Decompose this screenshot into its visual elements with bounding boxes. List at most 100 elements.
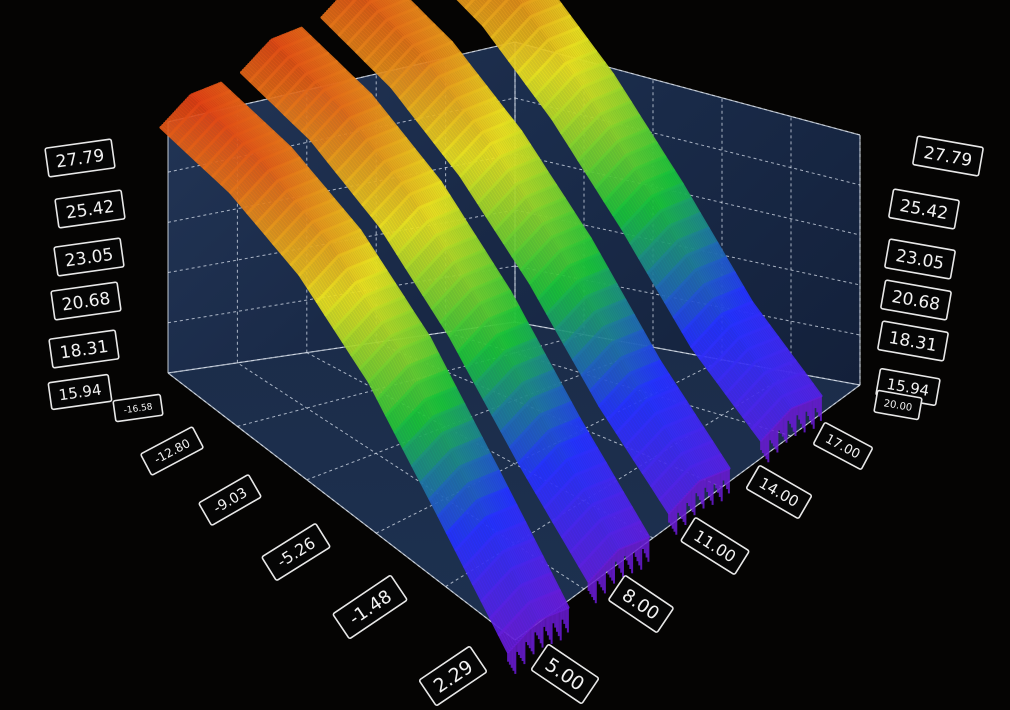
surface-strand-segment xyxy=(752,424,765,440)
surface-strand-segment xyxy=(747,332,760,347)
surface-strand-segment xyxy=(305,59,318,72)
surface-strand-segment xyxy=(604,497,617,516)
surface-strand-segment xyxy=(500,108,512,123)
surface-strand-segment xyxy=(445,267,458,285)
surface-strand-segment xyxy=(556,300,569,319)
surface-strand-segment xyxy=(533,93,546,109)
surface-strand-segment xyxy=(631,116,644,134)
surface-strand-segment xyxy=(576,89,589,107)
surface-strand-segment xyxy=(466,290,479,308)
surface-strand-segment xyxy=(400,224,413,242)
surface-strand-segment xyxy=(543,170,556,188)
surface-strand-segment xyxy=(695,339,708,354)
surface-strand-segment xyxy=(551,36,564,52)
surface-strand-segment xyxy=(372,0,385,11)
surface-strand-segment xyxy=(704,329,717,345)
surface-strand-segment xyxy=(653,480,666,497)
surface-strand-segment xyxy=(375,119,388,134)
surface-strand-segment xyxy=(584,68,597,84)
surface-strand-segment xyxy=(429,261,442,279)
surface-strand-segment xyxy=(628,195,641,213)
surface-strand-segment xyxy=(437,215,450,232)
surface-strand-segment xyxy=(504,399,517,419)
surface-strand-segment xyxy=(705,282,718,300)
surface-strand-segment xyxy=(450,102,462,117)
surface-strand-segment xyxy=(449,144,462,159)
surface-strand-segment xyxy=(489,164,502,181)
surface-strand-segment xyxy=(604,347,617,367)
surface-strand-segment xyxy=(560,321,573,340)
surface-strand-segment xyxy=(575,519,588,538)
surface-strand-segment xyxy=(487,113,500,128)
surface-strand-segment xyxy=(370,121,383,136)
surface-strand-segment xyxy=(654,361,667,378)
surface-strand-segment xyxy=(511,33,524,49)
surface-strand-segment xyxy=(396,228,409,246)
surface-strand-segment xyxy=(390,171,403,186)
surface-strand-segment xyxy=(615,339,628,358)
surface-strand-segment xyxy=(486,281,499,298)
surface-strand-segment xyxy=(514,413,527,433)
surface-strand-segment xyxy=(486,393,499,413)
surface-strand-segment xyxy=(580,85,593,103)
surface-strand-segment xyxy=(702,459,715,477)
surface-strand-segment xyxy=(532,0,545,14)
surface-strand-segment xyxy=(420,187,433,205)
surface-strand-segment xyxy=(683,303,696,322)
surface-strand-segment xyxy=(454,82,466,98)
surface-strand-segment xyxy=(297,51,310,63)
surface-strand-segment xyxy=(524,380,537,400)
surface-strand-segment xyxy=(650,242,663,261)
surface-strand-segment xyxy=(584,369,597,388)
surface-strand-segment xyxy=(326,86,339,99)
surface-strand-segment xyxy=(775,366,788,382)
surface-strand-segment xyxy=(632,369,645,387)
surface-strand-segment xyxy=(671,292,684,311)
surface-strand-segment xyxy=(425,66,438,82)
surface-strand-segment xyxy=(615,320,628,339)
surface-strand-segment xyxy=(508,37,521,53)
surface-strand-segment xyxy=(628,315,641,334)
surface-strand-segment xyxy=(650,484,663,501)
surface-strand-segment xyxy=(290,54,302,66)
surface-strand-segment xyxy=(564,246,577,265)
surface-strand-segment xyxy=(447,289,459,306)
surface-strand-segment xyxy=(591,50,604,66)
surface-strand-segment xyxy=(605,305,618,325)
surface-strand-segment xyxy=(574,330,587,350)
surface-strand-segment xyxy=(618,510,631,529)
surface-strand-segment xyxy=(558,323,571,342)
surface-strand-segment xyxy=(634,455,647,473)
surface-strand-segment xyxy=(485,19,498,35)
surface-strand-segment xyxy=(506,152,518,169)
surface-strand-segment xyxy=(301,93,314,105)
surface-strand-segment xyxy=(712,297,725,316)
surface-strand-segment xyxy=(624,335,637,355)
surface-strand-segment xyxy=(645,199,658,218)
surface-strand-segment xyxy=(605,197,618,215)
surface-strand-segment xyxy=(493,160,506,177)
surface-strand-segment xyxy=(544,8,557,24)
surface-strand-segment xyxy=(463,128,476,143)
surface-strand-segment xyxy=(271,71,284,84)
surface-strand-segment xyxy=(381,76,394,89)
surface-strand-segment xyxy=(292,102,305,115)
surface-strand-segment xyxy=(317,111,329,124)
surface-strand-segment xyxy=(524,453,537,472)
surface-strand-segment xyxy=(463,273,476,291)
surface-strand-segment xyxy=(544,288,557,308)
surface-strand-segment xyxy=(713,341,726,356)
surface-strand-segment xyxy=(497,123,510,139)
surface-strand-segment xyxy=(520,163,533,180)
surface-strand-segment xyxy=(512,11,525,27)
surface-strand-segment xyxy=(648,160,661,178)
surface-strand-segment xyxy=(651,176,664,194)
surface-strand-segment xyxy=(503,171,516,189)
surface-strand-segment xyxy=(680,200,693,219)
surface-strand-segment xyxy=(779,395,792,411)
surface-strand-segment xyxy=(563,103,576,121)
surface-strand-segment xyxy=(409,105,421,120)
surface-strand-segment xyxy=(460,94,473,110)
surface-strand-segment xyxy=(324,103,337,116)
surface-strand-segment xyxy=(378,25,391,37)
